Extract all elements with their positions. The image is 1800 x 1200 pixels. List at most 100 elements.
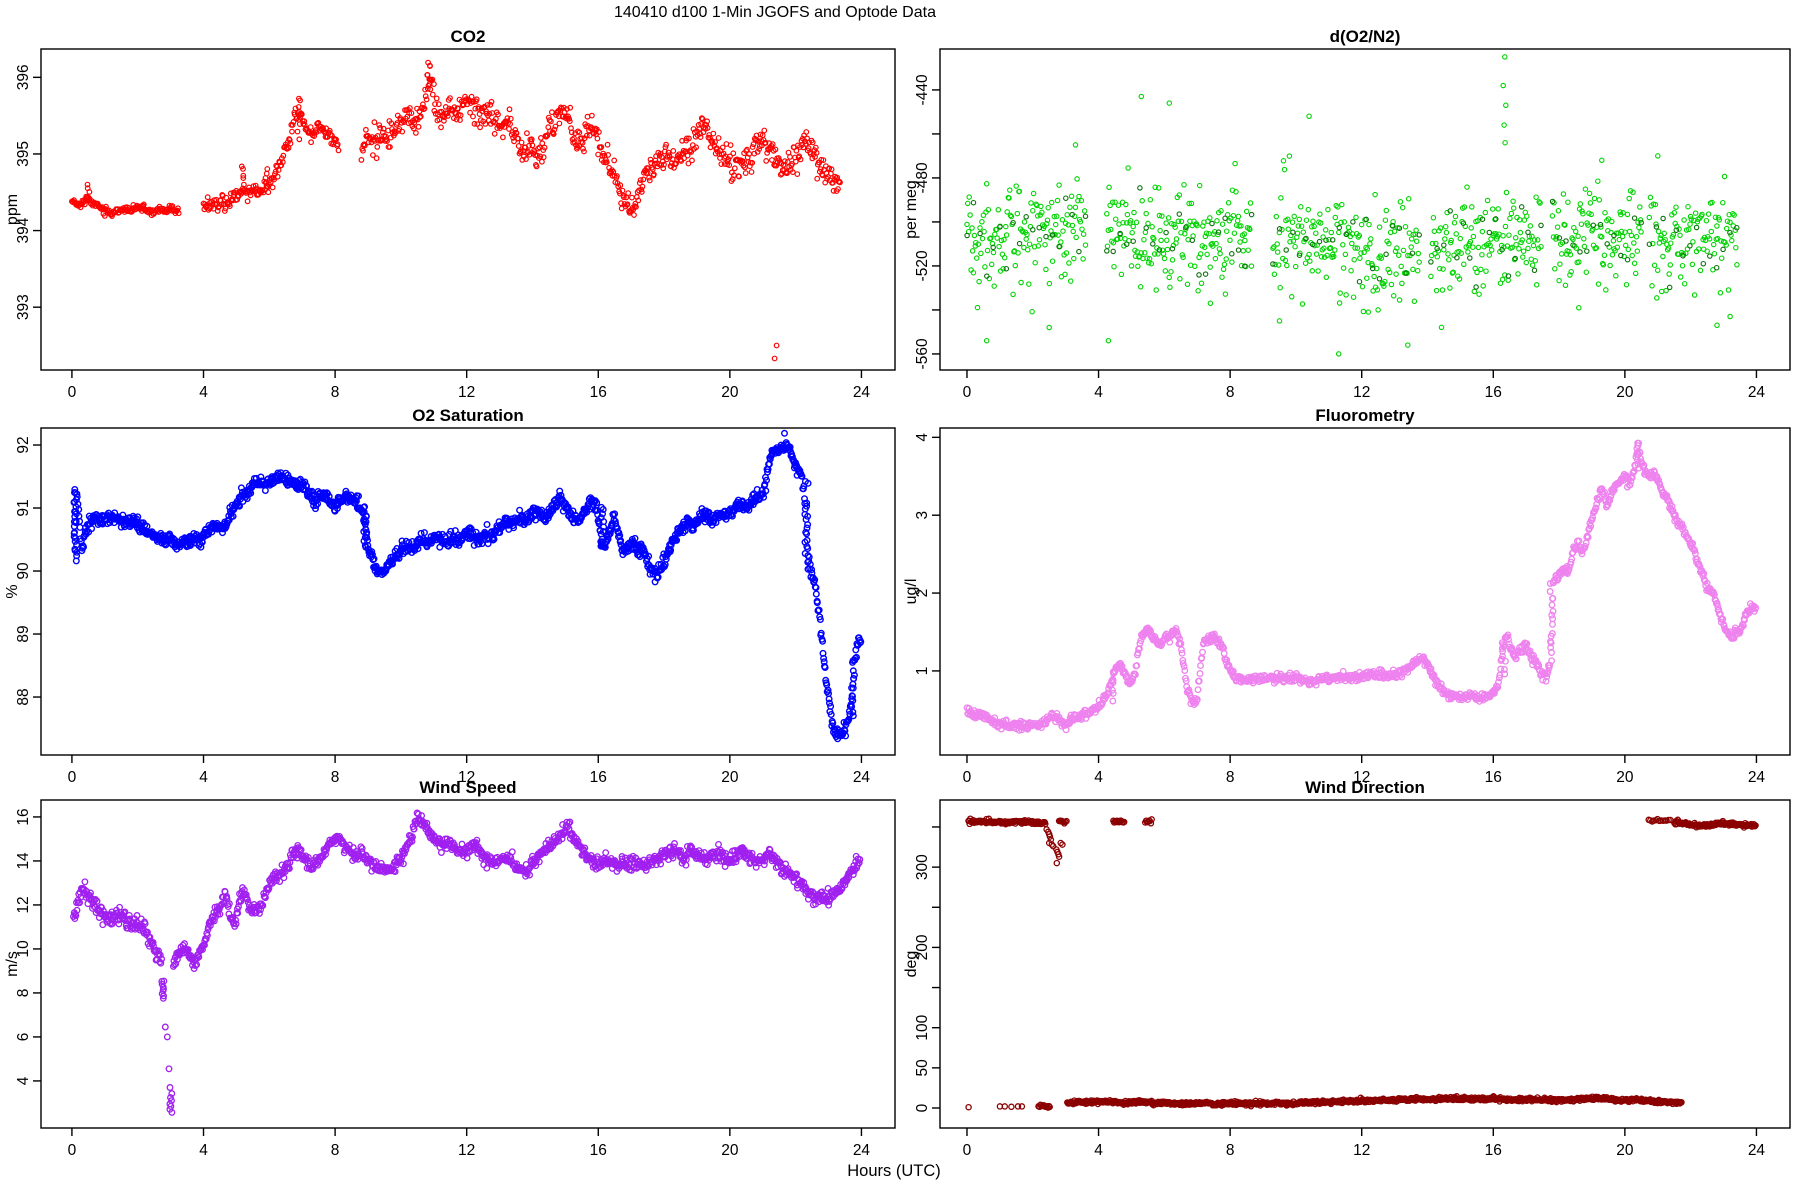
- windspeed-title: Wind Speed: [419, 778, 516, 797]
- svg-text:2: 2: [914, 589, 931, 598]
- fluorometry-title: Fluorometry: [1315, 406, 1415, 425]
- winddirection-plot-box: [939, 799, 1791, 1129]
- fluorometry-plot-box: [939, 427, 1791, 756]
- svg-text:12: 12: [458, 769, 475, 786]
- svg-text:20: 20: [1616, 769, 1634, 786]
- svg-text:16: 16: [590, 769, 607, 786]
- svg-text:16: 16: [15, 808, 32, 825]
- svg-text:396: 396: [15, 64, 32, 90]
- svg-text:14: 14: [15, 852, 32, 870]
- svg-text:16: 16: [1485, 384, 1502, 401]
- svg-text:12: 12: [1353, 384, 1370, 401]
- svg-text:8: 8: [1226, 769, 1235, 786]
- do2n2-points: [964, 54, 1740, 357]
- figure-title: 140410 d100 1-Min JGOFS and Optode Data: [614, 4, 936, 21]
- winddirection-axes: [932, 826, 1758, 1136]
- svg-text:-480: -480: [914, 162, 931, 193]
- panel-windspeed: Wind Speed m/s 0 4 8 12 16 20 24 4 6 8 10 12 14 16: [4, 778, 896, 1159]
- svg-text:16: 16: [590, 384, 607, 401]
- do2n2-title: d(O2/N2): [1330, 27, 1401, 46]
- x-axis-label: Hours (UTC): [847, 1162, 941, 1180]
- svg-text:16: 16: [590, 1142, 607, 1159]
- windspeed-ylabel: m/s: [4, 951, 21, 977]
- fluorometry-ylabel: ug/l: [903, 579, 920, 605]
- svg-text:8: 8: [331, 1142, 340, 1159]
- svg-text:394: 394: [15, 217, 32, 243]
- svg-text:-560: -560: [914, 338, 931, 369]
- svg-text:-440: -440: [914, 74, 931, 105]
- svg-text:-520: -520: [914, 250, 931, 281]
- svg-text:4: 4: [1094, 384, 1103, 401]
- svg-text:24: 24: [1748, 384, 1766, 401]
- svg-text:91: 91: [15, 499, 32, 516]
- co2-points: [68, 59, 843, 362]
- svg-text:8: 8: [331, 769, 340, 786]
- o2sat-ylabel: %: [4, 584, 21, 598]
- svg-text:393: 393: [15, 294, 32, 320]
- windspeed-tick-labels: 0 4 8 12 16 20 24 4 6 8 10 12 14 16: [15, 808, 870, 1159]
- svg-text:6: 6: [15, 1033, 32, 1042]
- svg-text:20: 20: [1616, 384, 1634, 401]
- svg-text:20: 20: [721, 1142, 739, 1159]
- do2n2-ylabel: per meg: [903, 180, 920, 239]
- svg-text:8: 8: [331, 384, 340, 401]
- winddirection-title: Wind Direction: [1305, 778, 1425, 797]
- co2-ylabel: ppm: [4, 194, 21, 225]
- svg-text:90: 90: [15, 562, 32, 580]
- windspeed-axes: [33, 816, 863, 1136]
- o2sat-points: [70, 429, 865, 743]
- windspeed-points: [70, 809, 864, 1116]
- do2n2-plot-box: [939, 48, 1791, 371]
- co2-plot-box: [40, 48, 896, 371]
- winddirection-ylabel: deg: [903, 951, 920, 978]
- o2sat-tick-labels: 0 4 8 12 16 20 24 88 89 90 91 92: [15, 436, 870, 786]
- svg-text:0: 0: [68, 769, 77, 786]
- panel-o2sat: O2 Saturation% 0 4 8 12 16 20 24 88 89 90 91 92: [4, 406, 896, 786]
- svg-text:0: 0: [963, 384, 972, 401]
- svg-text:20: 20: [721, 384, 739, 401]
- o2sat-plot-box: [40, 427, 896, 756]
- svg-text:4: 4: [199, 1142, 208, 1159]
- svg-text:4: 4: [914, 433, 931, 442]
- svg-text:12: 12: [15, 896, 32, 913]
- svg-text:8: 8: [15, 989, 32, 998]
- svg-text:12: 12: [1353, 769, 1370, 786]
- fluorometry-points: [963, 439, 1760, 734]
- svg-text:1: 1: [914, 667, 931, 676]
- co2-axes: [33, 76, 863, 378]
- svg-text:4: 4: [1094, 769, 1103, 786]
- svg-text:10: 10: [15, 940, 32, 958]
- svg-text:12: 12: [458, 384, 475, 401]
- svg-text:4: 4: [199, 384, 208, 401]
- svg-text:0: 0: [68, 384, 77, 401]
- svg-text:92: 92: [15, 436, 32, 453]
- windspeed-plot-box: [40, 799, 896, 1129]
- svg-text:12: 12: [458, 1142, 475, 1159]
- svg-text:89: 89: [15, 625, 32, 642]
- fluorometry-axes: [932, 436, 1758, 763]
- svg-text:24: 24: [1748, 769, 1766, 786]
- svg-text:0: 0: [68, 1142, 77, 1159]
- co2-tick-labels: 0 4 8 12 16 20 24 393 394 395 396: [15, 64, 870, 401]
- svg-text:8: 8: [1226, 384, 1235, 401]
- do2n2-tick-labels: 0 4 8 12 16 20 24 -560 -520 -480 -440: [914, 74, 1765, 401]
- svg-text:24: 24: [853, 769, 871, 786]
- do2n2-axes: [932, 89, 1758, 378]
- winddirection-points: [965, 815, 1759, 1111]
- svg-text:24: 24: [853, 384, 871, 401]
- co2-title: CO2: [451, 27, 486, 46]
- svg-text:20: 20: [721, 769, 739, 786]
- panel-co2: CO2 ppm 0 4 8 12 16 20 24 393 394 395 396: [4, 27, 896, 401]
- svg-text:0: 0: [963, 769, 972, 786]
- svg-text:4: 4: [199, 769, 208, 786]
- svg-text:16: 16: [1485, 769, 1502, 786]
- panel-do2n2: d(O2/N2) per meg 0 4 8 12 16 20 24 -560 -520 -480 -4…: [903, 27, 1791, 401]
- svg-text:24: 24: [853, 1142, 871, 1159]
- o2sat-title: O2 Saturation: [412, 406, 523, 425]
- svg-text:88: 88: [15, 688, 32, 705]
